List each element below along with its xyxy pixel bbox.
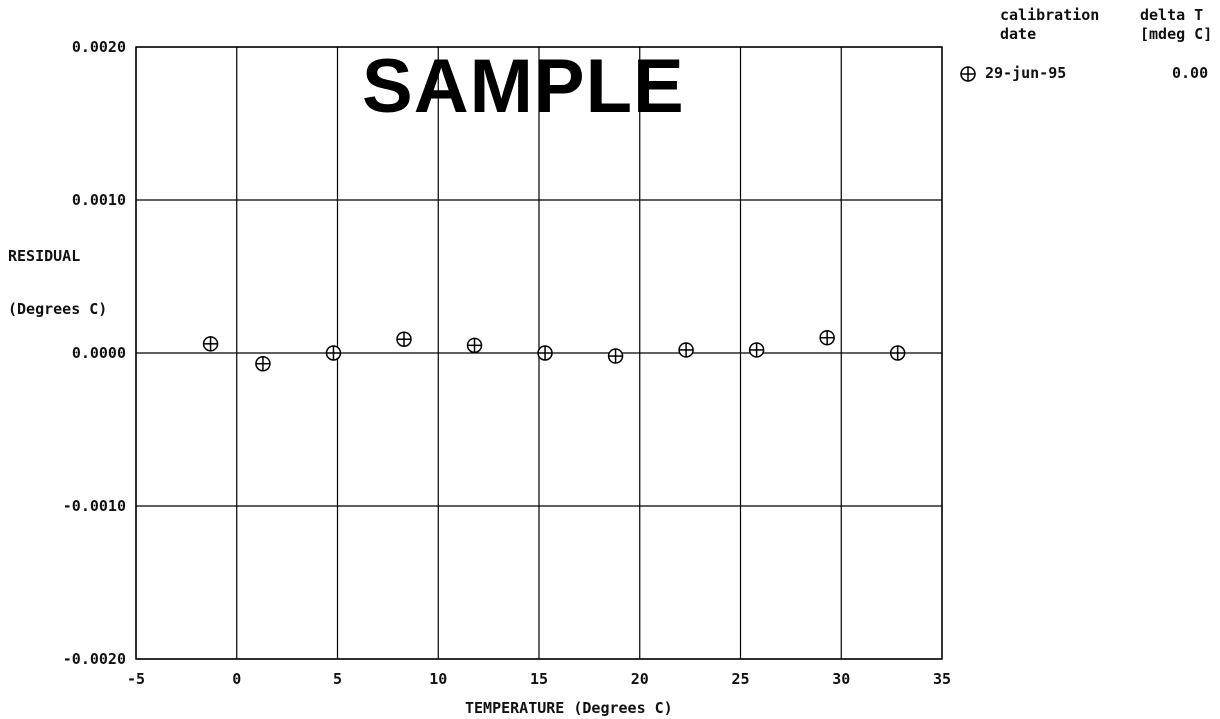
- sample-watermark: SAMPLE: [362, 44, 685, 129]
- data-point: [396, 331, 412, 347]
- x-tick-label: 0: [232, 670, 241, 688]
- plot-frame: [135, 46, 943, 660]
- x-tick-label: 20: [631, 670, 649, 688]
- data-points: [202, 329, 906, 372]
- y-axis-label: RESIDUAL: [8, 247, 81, 265]
- legend-header-delta-line1: delta T: [1140, 6, 1204, 24]
- data-point: [537, 345, 553, 361]
- x-tick-label: 35: [933, 670, 951, 688]
- y-tick-label: 0.0010: [72, 191, 126, 209]
- legend-entry-date: 29-jun-95: [985, 64, 1067, 82]
- y-tick-label: 0.0000: [72, 344, 126, 362]
- legend-header-delta-line2: [mdeg C]: [1140, 25, 1213, 43]
- legend-header-date-line2: date: [1000, 25, 1037, 43]
- y-tick-label: 0.0020: [72, 38, 126, 56]
- x-tick-label: 10: [429, 670, 447, 688]
- y-tick-label: -0.0010: [63, 497, 126, 515]
- x-tick-label: 30: [832, 670, 850, 688]
- x-axis-label: TEMPERATURE (Degrees C): [465, 699, 673, 717]
- data-point: [678, 342, 694, 358]
- data-point: [748, 342, 765, 358]
- data-point: [607, 348, 624, 364]
- y-tick-label: -0.0020: [63, 650, 126, 668]
- legend-header-delta: delta T [mdeg C]: [1140, 6, 1212, 44]
- legend-header-date: calibration date: [1000, 6, 1099, 44]
- x-tick-labels: -5 0 5 10 15 20 25 30 35: [127, 670, 951, 688]
- circle-plus-icon: [960, 66, 976, 82]
- data-point: [466, 337, 483, 354]
- data-point: [255, 355, 271, 372]
- x-tick-label: -5: [127, 670, 145, 688]
- x-tick-label: 15: [530, 670, 548, 688]
- data-point: [202, 336, 219, 352]
- x-tick-label: 25: [731, 670, 749, 688]
- y-axis-unit-label: (Degrees C): [8, 300, 108, 318]
- legend-header-date-line1: calibration: [1000, 6, 1100, 24]
- legend-entry-delta: 0.00: [1172, 64, 1209, 82]
- data-point: [889, 345, 906, 361]
- x-tick-label: 5: [333, 670, 342, 688]
- data-point: [325, 345, 342, 361]
- y-tick-labels: -0.0020 -0.0010 0.0000 0.0010 0.0020: [63, 38, 126, 668]
- data-point: [819, 329, 835, 346]
